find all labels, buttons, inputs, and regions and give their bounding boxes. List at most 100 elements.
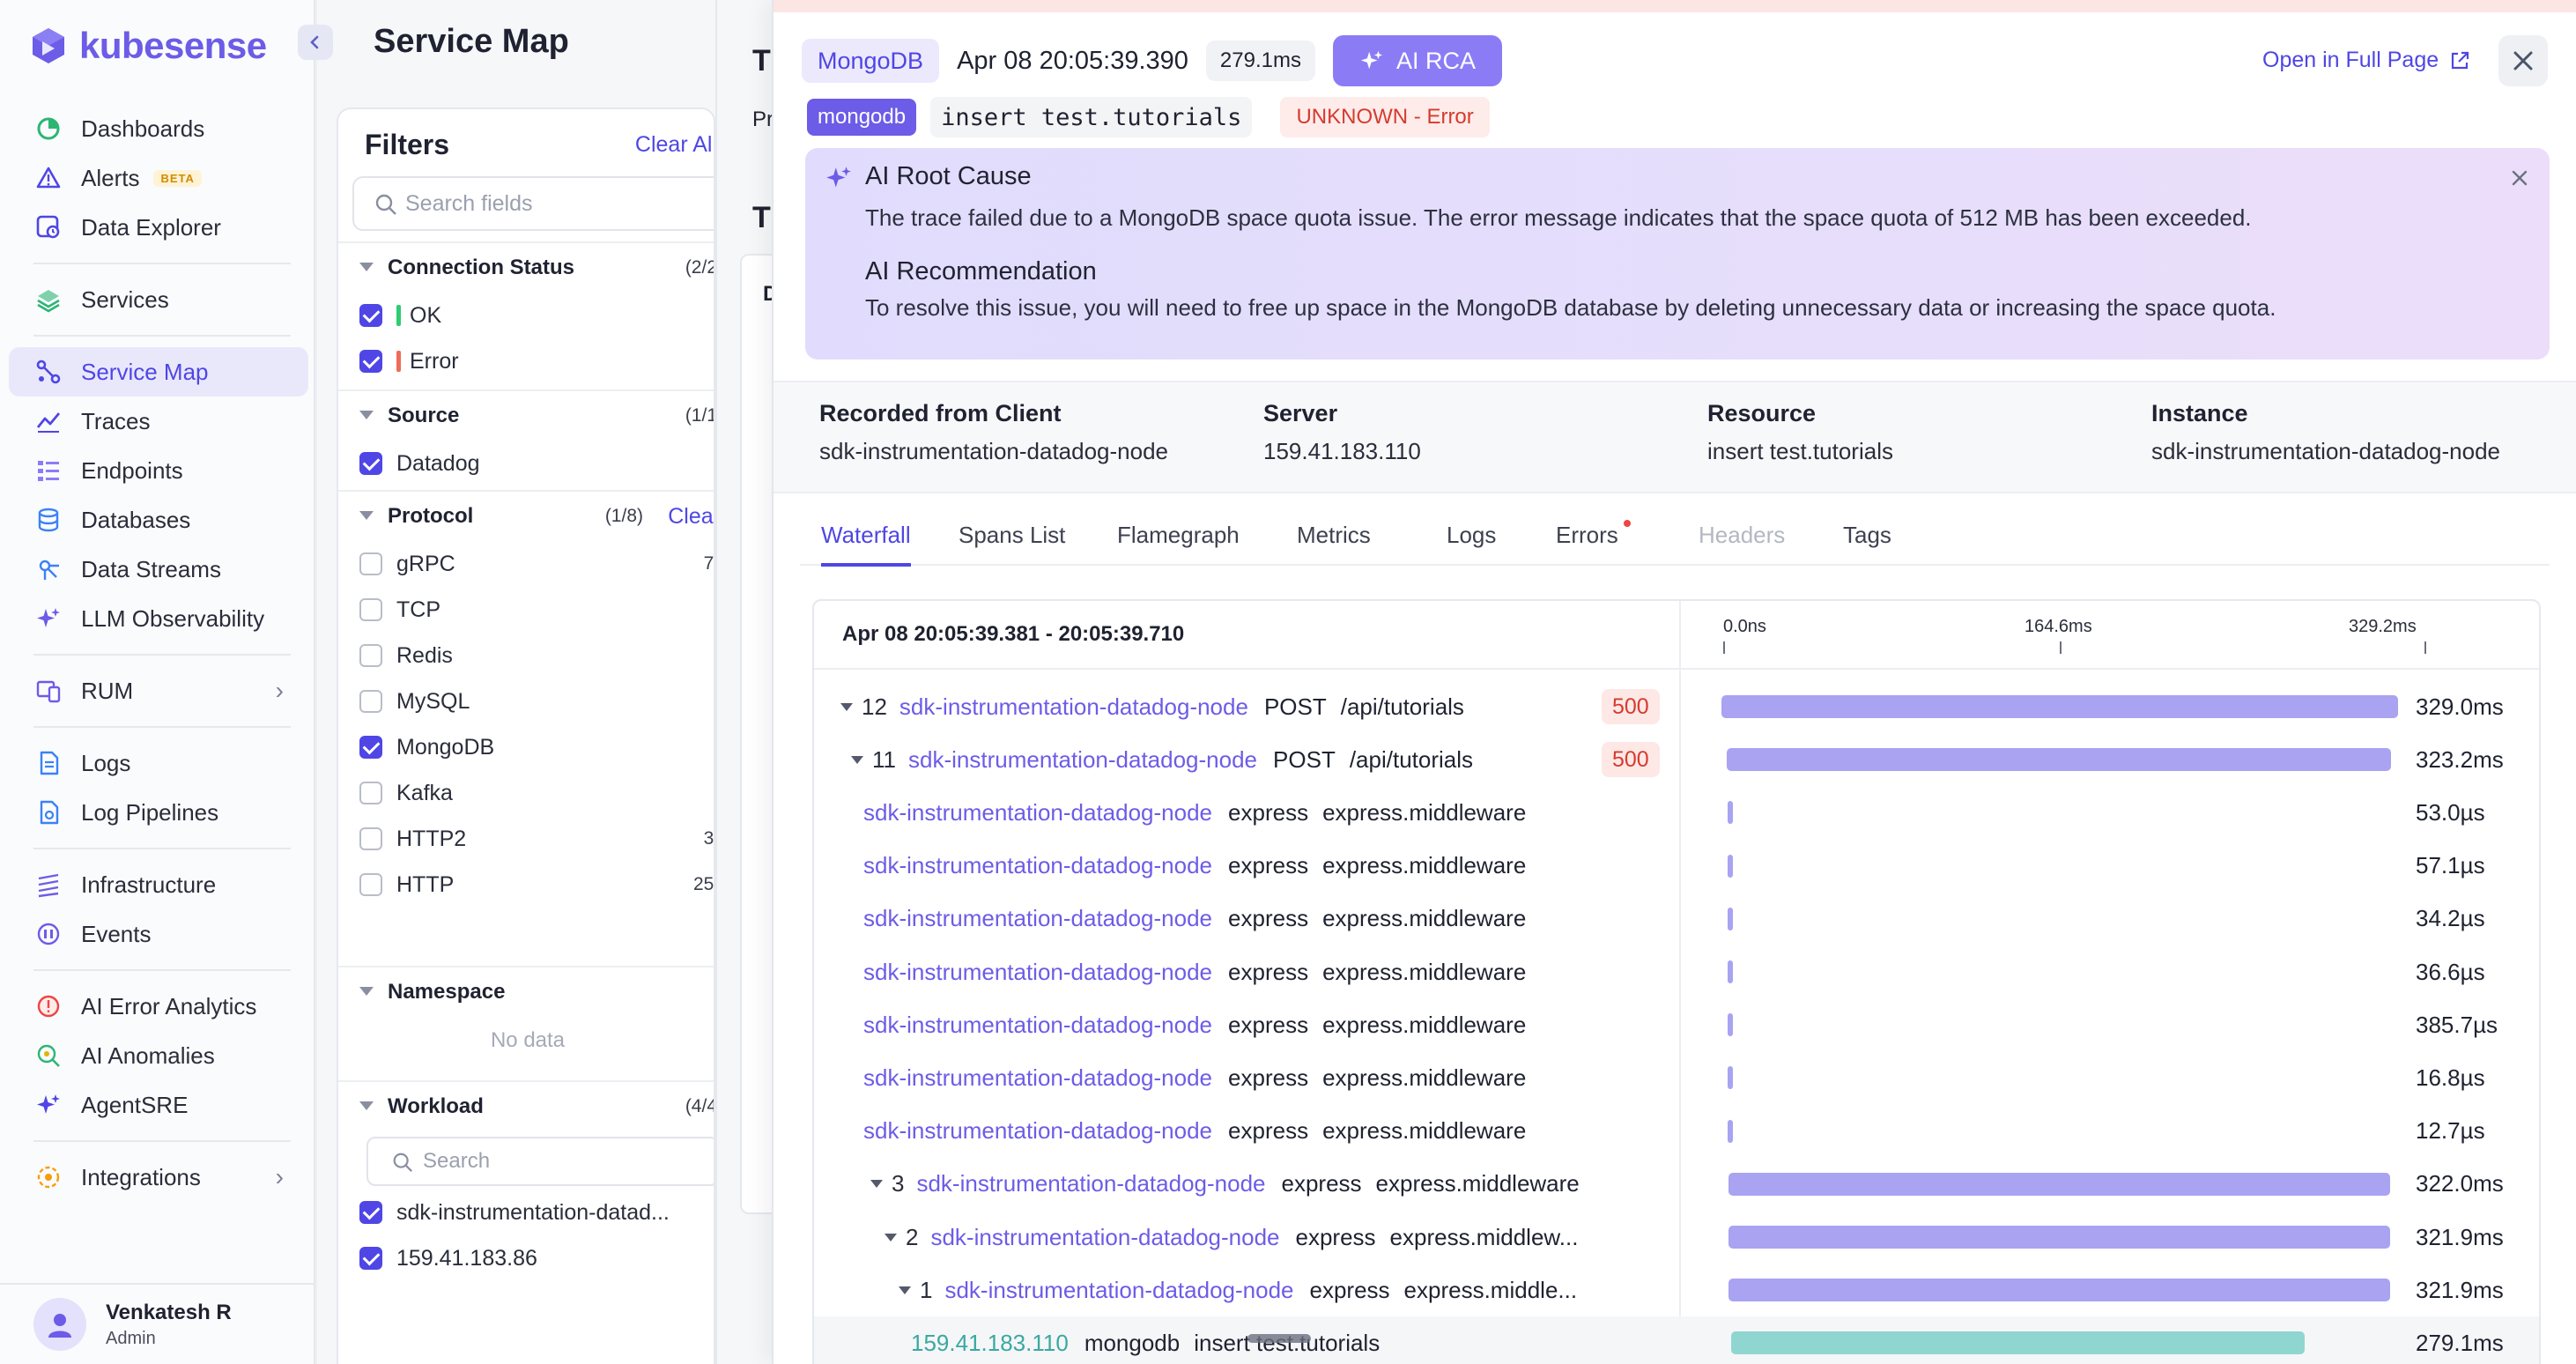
checkbox[interactable] <box>359 782 382 804</box>
span-duration-bar[interactable] <box>1728 854 1733 878</box>
span-duration-bar[interactable] <box>1728 1226 2391 1249</box>
sidebar-item-integrations[interactable]: Integrations › <box>9 1153 308 1202</box>
tab-errors[interactable]: Errors <box>1556 520 1631 563</box>
brand[interactable]: kubesense <box>28 21 267 70</box>
span-service[interactable]: sdk-instrumentation-datadog-node <box>930 1223 1280 1250</box>
section-header[interactable]: Source (1/1 <box>338 391 714 441</box>
tab-flamegraph[interactable]: Flamegraph <box>1117 522 1240 548</box>
clear-protocol-button[interactable]: Clear <box>668 503 714 529</box>
checkbox[interactable] <box>359 350 382 373</box>
span-row[interactable]: sdk-instrumentation-datadog-node express e… <box>814 786 2539 839</box>
tab-waterfall[interactable]: Waterfall <box>821 522 911 567</box>
tab-logs[interactable]: Logs <box>1447 522 1497 548</box>
filter-option-ok[interactable]: OK 2 <box>338 293 714 338</box>
span-row[interactable]: 1 sdk-instrumentation-datadog-node express… <box>814 1264 2539 1316</box>
checkbox[interactable] <box>359 1201 382 1224</box>
search-fields-input[interactable]: Search fields <box>352 176 714 231</box>
span-row[interactable]: 2 sdk-instrumentation-datadog-node express… <box>814 1211 2539 1264</box>
section-header[interactable]: Protocol (1/8) Clear <box>338 492 714 541</box>
sidebar-item-agentsre[interactable]: AgentSRE <box>9 1080 308 1130</box>
checkbox[interactable] <box>359 552 382 575</box>
open-full-page-link[interactable]: Open in Full Page <box>2262 48 2470 73</box>
span-duration-bar[interactable] <box>1728 907 1733 930</box>
span-row[interactable]: 12 sdk-instrumentation-datadog-node POST/a… <box>814 680 2539 733</box>
checkbox[interactable] <box>359 1247 382 1270</box>
sidebar-item-ai-error-analytics[interactable]: AI Error Analytics <box>9 982 308 1031</box>
close-icon[interactable] <box>2509 167 2530 189</box>
span-service[interactable]: sdk-instrumentation-datadog-node <box>908 745 1258 773</box>
span-duration-bar[interactable] <box>1728 960 1733 983</box>
span-duration-bar[interactable] <box>1730 1331 2305 1355</box>
span-duration-bar[interactable] <box>1728 1066 1733 1090</box>
sidebar-item-infrastructure[interactable]: Infrastructure <box>9 860 308 909</box>
checkbox[interactable] <box>359 452 382 475</box>
filter-option-protocol[interactable]: TCP2 <box>338 587 714 633</box>
sidebar-item-traces[interactable]: Traces <box>9 397 308 446</box>
section-header[interactable]: Namespace <box>338 967 714 1017</box>
span-duration-bar[interactable] <box>1728 1279 2391 1302</box>
user-profile[interactable]: Venkatesh R Admin <box>0 1283 315 1364</box>
span-row[interactable]: sdk-instrumentation-datadog-node express e… <box>814 945 2539 998</box>
checkbox[interactable] <box>359 690 382 713</box>
sidebar-item-logs[interactable]: Logs <box>9 738 308 788</box>
sidebar-item-dashboards[interactable]: Dashboards <box>9 104 308 153</box>
filter-option-protocol[interactable]: MongoDB3 <box>338 724 714 770</box>
sidebar-item-data-streams[interactable]: Data Streams <box>9 545 308 594</box>
sidebar-item-llm-observability[interactable]: LLM Observability <box>9 594 308 643</box>
checkbox[interactable] <box>359 304 382 327</box>
sidebar-item-ai-anomalies[interactable]: AI Anomalies <box>9 1031 308 1080</box>
filter-option-protocol[interactable]: MySQL8 <box>338 678 714 724</box>
caret-down-icon[interactable] <box>899 1286 911 1294</box>
filter-option-protocol[interactable]: Redis6 <box>338 633 714 678</box>
caret-down-icon[interactable] <box>870 1180 883 1189</box>
caret-down-icon[interactable] <box>851 755 863 764</box>
tab-headers[interactable]: Headers <box>1699 522 1786 548</box>
section-header[interactable]: Connection Status (2/2 <box>338 243 714 293</box>
section-header[interactable]: Workload (4/4 <box>338 1082 714 1131</box>
tab-metrics[interactable]: Metrics <box>1297 522 1371 548</box>
checkbox[interactable] <box>359 873 382 896</box>
filter-option-error[interactable]: Error 1 <box>338 338 714 384</box>
span-row[interactable]: sdk-instrumentation-datadog-node express e… <box>814 1105 2539 1158</box>
filter-option-protocol[interactable]: gRPC 74 <box>338 541 714 587</box>
span-service[interactable]: sdk-instrumentation-datadog-node <box>863 958 1213 985</box>
span-duration-bar[interactable] <box>1728 1119 1733 1143</box>
span-service[interactable]: 159.41.183.110 <box>911 1329 1069 1356</box>
caret-down-icon[interactable] <box>885 1233 897 1242</box>
span-service[interactable]: sdk-instrumentation-datadog-node <box>863 1117 1213 1145</box>
span-row[interactable]: sdk-instrumentation-datadog-node express e… <box>814 1051 2539 1104</box>
sidebar-item-log-pipelines[interactable]: Log Pipelines <box>9 788 308 837</box>
filter-option-workload[interactable]: 159.41.183.86 1 <box>338 1235 714 1281</box>
checkbox[interactable] <box>359 644 382 667</box>
checkbox[interactable] <box>359 598 382 621</box>
filter-option-datadog[interactable]: Datadog 3 <box>338 441 714 486</box>
checkbox[interactable] <box>359 736 382 759</box>
span-row[interactable]: sdk-instrumentation-datadog-node express e… <box>814 893 2539 945</box>
span-service[interactable]: sdk-instrumentation-datadog-node <box>916 1170 1266 1197</box>
span-duration-bar[interactable] <box>1728 1013 1733 1037</box>
span-row[interactable]: sdk-instrumentation-datadog-node express e… <box>814 998 2539 1051</box>
span-service[interactable]: sdk-instrumentation-datadog-node <box>863 905 1213 932</box>
span-duration-bar[interactable] <box>1726 748 2391 772</box>
sidebar-item-data-explorer[interactable]: Data Explorer <box>9 203 308 252</box>
sidebar-item-services[interactable]: Services <box>9 275 308 324</box>
span-row[interactable]: 11 sdk-instrumentation-datadog-node POST/a… <box>814 733 2539 786</box>
filter-option-protocol[interactable]: HTTP 254 <box>338 862 714 908</box>
sidebar-item-events[interactable]: Events <box>9 909 308 959</box>
close-drawer-button[interactable] <box>2498 35 2548 86</box>
span-duration-bar[interactable] <box>1721 695 2398 718</box>
caret-down-icon[interactable] <box>840 702 853 711</box>
span-row[interactable]: sdk-instrumentation-datadog-node express e… <box>814 840 2539 893</box>
ai-rca-button[interactable]: AI RCA <box>1332 35 1502 86</box>
span-service[interactable]: sdk-instrumentation-datadog-node <box>863 1064 1213 1091</box>
sidebar-item-rum[interactable]: RUM › <box>9 666 308 715</box>
checkbox[interactable] <box>359 827 382 850</box>
span-row[interactable]: 3 sdk-instrumentation-datadog-node express… <box>814 1158 2539 1211</box>
tab-spans-list[interactable]: Spans List <box>959 522 1066 548</box>
filter-option-protocol[interactable]: Kafka8 <box>338 770 714 816</box>
span-service[interactable]: sdk-instrumentation-datadog-node <box>863 798 1213 826</box>
filter-option-protocol[interactable]: HTTP2 35 <box>338 816 714 862</box>
sidebar-item-alerts[interactable]: Alerts BETA <box>9 153 308 203</box>
tab-tags[interactable]: Tags <box>1843 522 1891 548</box>
collapse-sidebar-button[interactable] <box>298 25 333 60</box>
